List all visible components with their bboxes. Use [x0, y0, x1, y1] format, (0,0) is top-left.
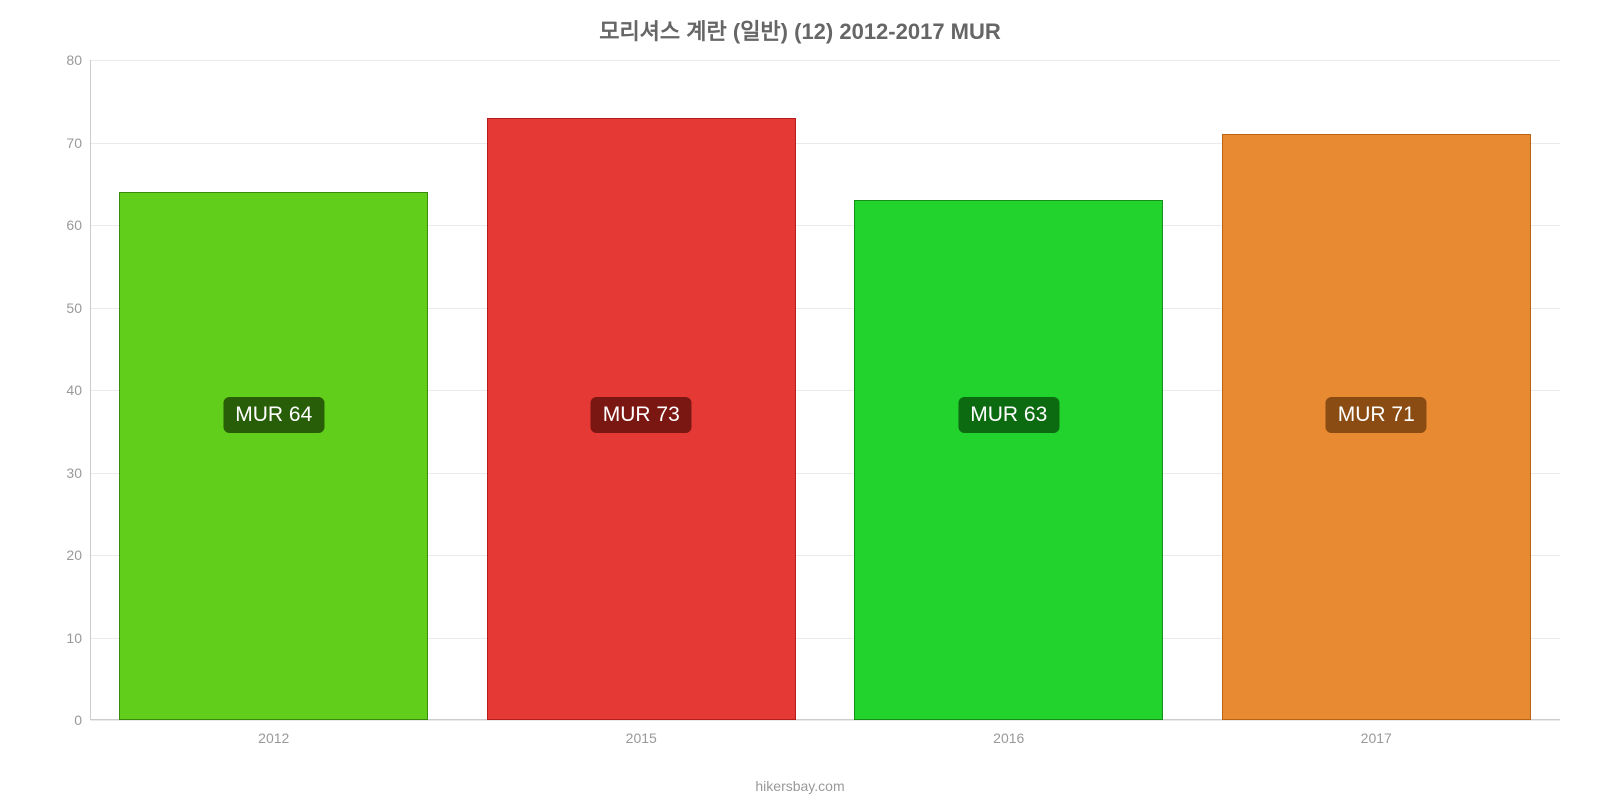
- bar: [119, 192, 428, 720]
- bar-value-label: MUR 71: [1326, 397, 1427, 433]
- y-tick-label: 80: [42, 52, 82, 68]
- y-tick-label: 60: [42, 217, 82, 233]
- y-tick-label: 30: [42, 465, 82, 481]
- x-tick-label: 2015: [626, 730, 657, 746]
- y-tick-label: 40: [42, 382, 82, 398]
- bar: [854, 200, 1163, 720]
- y-tick-label: 0: [42, 712, 82, 728]
- y-tick-label: 20: [42, 547, 82, 563]
- y-axis-line: [90, 60, 91, 720]
- bar-value-label: MUR 73: [591, 397, 692, 433]
- grid-line: [90, 720, 1560, 721]
- y-tick-label: 70: [42, 135, 82, 151]
- chart-title: 모리셔스 계란 (일반) (12) 2012-2017 MUR: [0, 14, 1600, 46]
- y-tick-label: 10: [42, 630, 82, 646]
- x-tick-label: 2016: [993, 730, 1024, 746]
- plot-area: MUR 64 MUR 73 MUR 63 MUR 71: [90, 60, 1560, 720]
- x-tick-label: 2017: [1361, 730, 1392, 746]
- attribution-text: hikersbay.com: [0, 778, 1600, 794]
- bar-value-label: MUR 64: [223, 397, 324, 433]
- bar-chart: 모리셔스 계란 (일반) (12) 2012-2017 MUR MUR 64MU…: [0, 0, 1600, 800]
- y-tick-label: 50: [42, 300, 82, 316]
- x-tick-label: 2012: [258, 730, 289, 746]
- grid-line: [90, 60, 1560, 61]
- bar-value-label: MUR 63: [958, 397, 1059, 433]
